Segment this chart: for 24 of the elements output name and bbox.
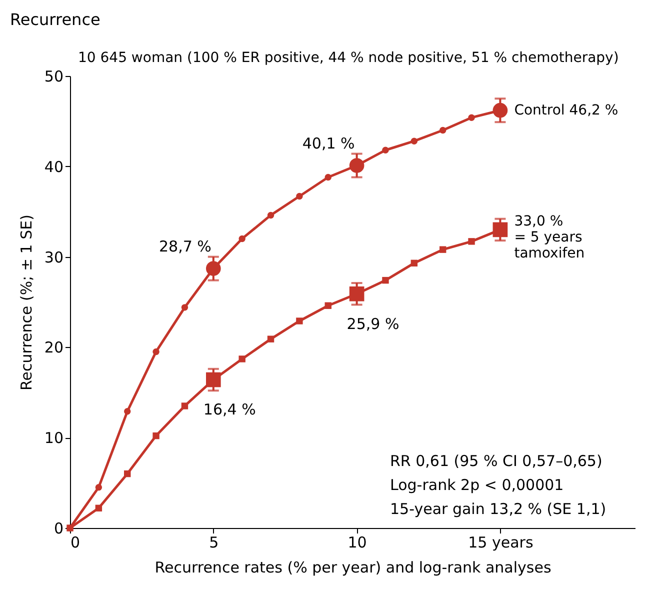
data-label: 16,4 % [203,400,256,419]
y-axis-title: Recurrence (%; ± 1 SE) [17,214,36,390]
data-label: 33,0 % [514,214,564,230]
text: Control 46,2 % [514,102,618,118]
x-axis-title: Recurrence rates (% per year) and log-rank analyses [154,558,552,576]
y-tick-label: 20 [44,338,64,357]
chart-title: Recurrence [10,10,100,29]
annotation: RR 0,61 (95 % CI 0,57–0,65) [390,452,602,470]
y-tick-label: 30 [44,248,64,266]
annotation: 15-year gain 13,2 % (SE 1,1) [390,500,606,518]
annotation: Log-rank 2p < 0,00001 [390,476,564,494]
y-tick-label: 10 [44,429,64,448]
y-tick-label: 0 [54,520,64,538]
x-tick-label: 15 years [468,534,534,552]
series-label: = 5 years tamoxifen [514,230,585,262]
data-label: 25,9 % [346,314,400,333]
data-label: 40,1 % [302,134,355,152]
x-tick-label: 5 [209,534,219,552]
y-tick-label: 50 [44,68,64,86]
data-label: 28,7 % [158,238,212,256]
text: 10 645 woman (100 % ER positive, 44 % node positive, 51 % chemotherapy) [78,50,619,66]
x-tick-label: 10 [348,534,367,552]
x-tick-label: 0 [70,534,80,552]
y-tick-label: 40 [44,158,64,176]
